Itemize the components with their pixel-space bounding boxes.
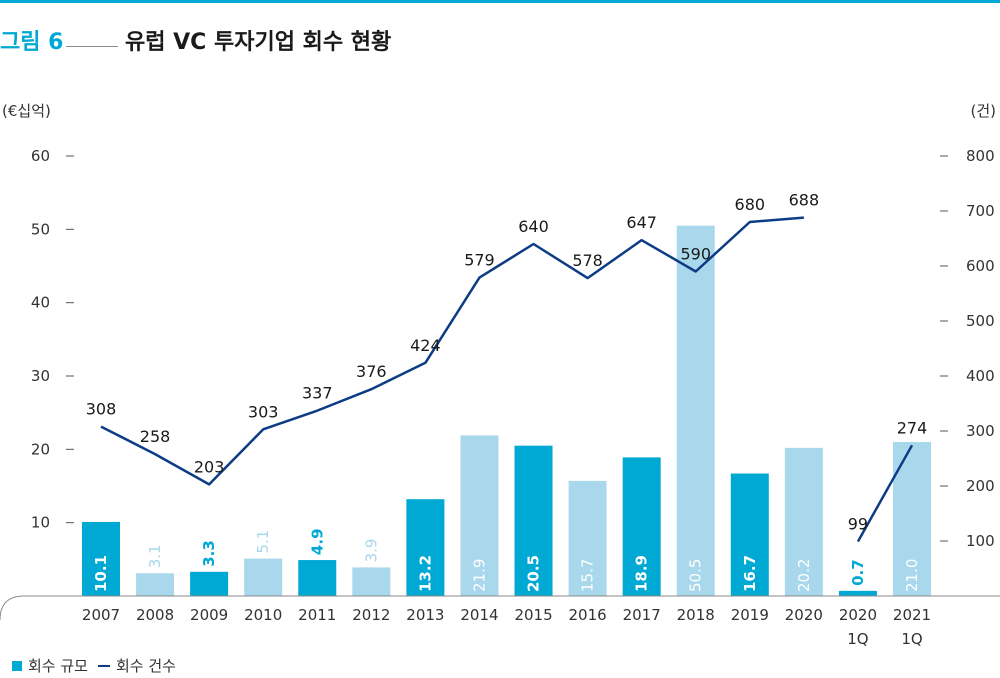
count-value-label: 590 (680, 245, 711, 264)
chart-legend: 회수 규모 회수 건수 (12, 655, 176, 676)
bar-value-label: 16.7 (741, 555, 759, 592)
bar (298, 560, 337, 596)
bar-value-label: 5.1 (254, 530, 272, 554)
bar-value-label: 15.7 (579, 559, 597, 592)
count-value-label: 376 (356, 362, 387, 381)
bar (82, 521, 120, 596)
x-axis-tick-label: 2021 (893, 606, 931, 624)
bar (136, 573, 175, 596)
count-value-label: 274 (897, 418, 928, 437)
count-value-label: 688 (789, 191, 820, 210)
x-axis-tick-label: 2017 (623, 606, 661, 624)
count-value-label: 258 (140, 427, 171, 446)
bar (838, 590, 877, 596)
bar (460, 435, 499, 596)
x-axis-tick-label: 2020 (785, 606, 823, 624)
right-axis-tick-label: 700 (966, 202, 995, 220)
bar-value-label: 21.9 (470, 559, 488, 592)
left-axis-tick-label: 20 (31, 440, 50, 458)
x-axis-tick-label: 2015 (514, 606, 552, 624)
right-axis-unit: (건) (970, 102, 996, 120)
legend-line-label: 회수 건수 (115, 657, 176, 675)
count-value-label: 647 (626, 213, 657, 232)
bar-value-label: 3.3 (200, 540, 218, 567)
count-value-label: 680 (735, 195, 766, 214)
x-axis-line (0, 595, 1000, 621)
bar-value-label: 4.9 (308, 528, 326, 555)
left-axis-tick-label: 40 (31, 294, 50, 312)
figure-header: 그림 6 유럽 VC 투자기업 회수 현황 (0, 24, 1000, 56)
x-axis-tick-label: 1Q (847, 630, 868, 648)
bar (676, 225, 715, 596)
bar-value-label: 0.7 (849, 559, 867, 586)
bar (568, 480, 607, 596)
right-axis-tick-label: 800 (966, 147, 995, 165)
count-value-label: 337 (302, 384, 333, 403)
bar-value-label: 20.5 (525, 555, 543, 592)
count-value-label: 579 (464, 251, 495, 270)
x-axis-tick-label: 1Q (901, 630, 922, 648)
right-axis-tick-label: 300 (966, 422, 995, 440)
bar-value-label: 10.1 (92, 555, 110, 592)
right-axis-tick-label: 200 (966, 477, 995, 495)
x-axis-tick-label: 2011 (298, 606, 336, 624)
count-value-label: 303 (248, 402, 279, 421)
bar-value-label: 50.5 (687, 559, 705, 592)
legend-bar-label: 회수 규모 (28, 657, 88, 675)
x-axis-tick-label: 2008 (136, 606, 174, 624)
count-value-label: 424 (410, 336, 441, 355)
x-axis-tick-label: 2013 (406, 606, 444, 624)
chart-title: 유럽 VC 투자기업 회수 현황 (125, 30, 392, 55)
x-axis-tick-label: 2009 (190, 606, 228, 624)
left-axis-unit: (€십억) (2, 102, 51, 120)
bar-value-label: 3.1 (146, 544, 164, 568)
count-value-label: 308 (86, 400, 117, 419)
count-line-segment (100, 216, 804, 486)
legend-bar-swatch (12, 660, 22, 671)
right-axis-tick-label: 500 (966, 312, 995, 330)
top-accent-rule (0, 0, 1000, 3)
left-axis-tick-label: 10 (31, 514, 50, 532)
count-line-segment (856, 444, 914, 543)
left-axis-tick-label: 60 (31, 147, 50, 165)
bar-value-label: 20.2 (795, 559, 813, 592)
count-value-label: 203 (194, 457, 225, 476)
x-axis-tick-label: 2018 (677, 606, 715, 624)
x-axis-tick-label: 2020 (839, 606, 877, 624)
figure-label-rule (66, 46, 118, 47)
count-value-label: 99 (848, 515, 868, 534)
bar (190, 571, 229, 596)
figure-label: 그림 6 (0, 30, 64, 55)
x-axis-tick-label: 2010 (244, 606, 282, 624)
count-value-label: 640 (518, 217, 549, 236)
bar (514, 445, 553, 596)
left-axis-tick-label: 30 (31, 367, 50, 385)
bar (406, 499, 445, 596)
bar-value-label: 13.2 (416, 555, 434, 592)
bar (622, 457, 661, 596)
right-axis-tick-label: 100 (966, 532, 995, 550)
bar-value-label: 21.0 (903, 559, 921, 592)
bar-value-label: 18.9 (633, 555, 651, 592)
x-axis-tick-label: 2016 (569, 606, 607, 624)
bar (352, 567, 391, 596)
x-axis-tick-label: 2012 (352, 606, 390, 624)
x-axis-tick-label: 2014 (460, 606, 498, 624)
legend-line-swatch (97, 664, 110, 667)
bar-value-label: 3.9 (362, 539, 380, 563)
right-axis-tick-label: 600 (966, 257, 995, 275)
count-value-label: 578 (572, 251, 603, 270)
bar (784, 447, 823, 596)
left-axis-tick-label: 50 (31, 220, 50, 238)
x-axis-tick-label: 2007 (82, 606, 120, 624)
bar (730, 473, 769, 596)
right-axis-tick-label: 400 (966, 367, 995, 385)
x-axis-tick-label: 2019 (731, 606, 769, 624)
bar (244, 558, 283, 596)
